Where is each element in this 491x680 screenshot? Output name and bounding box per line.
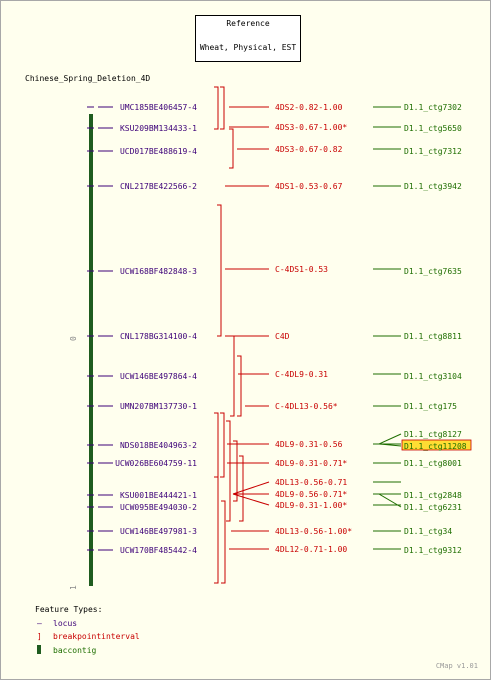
breakpoint-bracket[interactable] — [214, 412, 219, 478]
scale-start-label: 0 — [69, 336, 78, 341]
locus-label[interactable]: KSU001BE444421-1 — [120, 491, 197, 500]
breakpoint-bracket[interactable] — [239, 455, 244, 522]
legend-breakpoint: ] breakpointinterval — [37, 632, 140, 644]
breakpoint-label[interactable]: 4DL13-0.56-1.00* — [275, 527, 352, 536]
breakpoint-label[interactable]: 4DL9-0.31-1.00* — [275, 501, 347, 510]
legend-title: Feature Types: — [35, 605, 103, 614]
contig-label[interactable]: D1.1_ctg9312 — [404, 546, 462, 555]
breakpoint-label[interactable]: 4DS3-0.67-1.00* — [275, 123, 347, 132]
locus-label[interactable]: UCW146BE497864-4 — [120, 372, 197, 381]
bp-connector — [232, 493, 270, 506]
locus-label[interactable]: UCW146BE497981-3 — [120, 527, 197, 536]
cmap-version: CMap v1.01 — [435, 662, 478, 670]
breakpoint-label[interactable]: C-4DS1-0.53 — [275, 265, 328, 274]
contig-label[interactable]: D1.1_ctg8127 — [404, 430, 462, 439]
bracket-icon: ] — [37, 632, 42, 641]
contig-label[interactable]: D1.1_ctg5650 — [404, 124, 462, 133]
contig-highlight — [401, 439, 472, 451]
breakpoint-label[interactable]: C-4DL9-0.31 — [275, 370, 328, 379]
reference-title: Reference — [226, 19, 270, 28]
breakpoint-bracket[interactable] — [230, 335, 235, 417]
breakpoint-brackets — [214, 86, 244, 584]
breakpoint-label[interactable]: 4DS1-0.53-0.67 — [275, 182, 343, 191]
locus-label[interactable]: UCW095BE494030-2 — [120, 503, 197, 512]
contig-label[interactable]: D1.1_ctg7312 — [404, 147, 462, 156]
contig-label[interactable]: D1.1_ctg8811 — [404, 332, 462, 341]
breakpoint-label[interactable]: C4D — [275, 332, 290, 341]
contig-bar-icon — [37, 645, 51, 655]
contig-connector — [378, 493, 402, 508]
legend-breakpoint-label: breakpointinterval — [53, 632, 140, 641]
locus-label[interactable]: UCW168BF482848-3 — [120, 267, 197, 276]
map-title[interactable]: Chinese_Spring_Deletion_4D — [25, 74, 150, 83]
breakpoint-label[interactable]: 4DL12-0.71-1.00 — [275, 545, 347, 554]
legend: Feature Types: — locus ] breakpointinterva… — [29, 597, 479, 657]
breakpoint-bracket[interactable] — [233, 440, 238, 502]
bp-connector — [232, 481, 270, 495]
breakpoint-label[interactable]: 4DL9-0.31-0.56 — [275, 440, 343, 449]
contig-label[interactable]: D1.1_ctg3104 — [404, 372, 462, 381]
contig-label[interactable]: D1.1_ctg175 — [404, 402, 457, 411]
breakpoint-bracket[interactable] — [214, 476, 219, 584]
contig-label[interactable]: D1.1_ctg7635 — [404, 267, 462, 276]
breakpoint-label[interactable]: 4DL13-0.56-0.71 — [275, 478, 347, 487]
feature-labels: UMC185BE406457-4 KSU209BM134433-1 UCD017BE… — [115, 103, 472, 555]
contig-label[interactable]: D1.1_ctg2848 — [404, 491, 462, 500]
chromosome-contig-bar[interactable] — [89, 114, 93, 586]
reference-box[interactable]: Reference Wheat, Physical, EST — [195, 15, 301, 62]
breakpoint-bracket[interactable] — [237, 355, 242, 417]
locus-label[interactable]: CNL178BG314100-4 — [120, 332, 197, 341]
contig-label[interactable]: D1.1_ctg3942 — [404, 182, 462, 191]
breakpoint-label[interactable]: 4DS3-0.67-0.82 — [275, 145, 343, 154]
contig-label[interactable]: D1.1_ctg7302 — [404, 103, 462, 112]
contig-connector — [378, 443, 402, 447]
breakpoint-bracket[interactable] — [220, 412, 225, 478]
breakpoint-bracket[interactable] — [226, 420, 231, 522]
locus-label[interactable]: UCD017BE488619-4 — [120, 147, 197, 156]
locus-label[interactable]: UMC185BE406457-4 — [120, 103, 197, 112]
reference-subtitle: Wheat, Physical, EST — [199, 43, 297, 52]
breakpoint-label[interactable]: C-4DL13-0.56* — [275, 402, 338, 411]
locus-label[interactable]: CNL217BE422566-2 — [120, 182, 197, 191]
legend-locus: — locus — [37, 619, 77, 631]
connector-lines — [87, 106, 402, 551]
legend-locus-label: locus — [53, 619, 78, 628]
locus-line-icon: — — [37, 619, 42, 628]
legend-contig: baccontig — [37, 645, 96, 657]
contig-label[interactable]: D1.1_ctg8001 — [404, 459, 462, 468]
contig-label[interactable]: D1.1_ctg6231 — [404, 503, 462, 512]
breakpoint-bracket[interactable] — [221, 500, 226, 584]
breakpoint-bracket[interactable] — [220, 86, 225, 130]
breakpoint-bracket[interactable] — [229, 128, 234, 169]
breakpoint-label[interactable]: 4DS2-0.82-1.00 — [275, 103, 343, 112]
scale-end-label: 1 — [69, 585, 78, 590]
breakpoint-bracket[interactable] — [217, 204, 222, 337]
locus-label[interactable]: UMN207BM137730-1 — [120, 402, 197, 411]
legend-contig-label: baccontig — [53, 646, 97, 655]
breakpoint-bracket[interactable] — [214, 86, 219, 130]
contig-connector — [378, 433, 402, 445]
contig-label[interactable]: D1.1_ctg11208 — [404, 442, 467, 451]
locus-label[interactable]: NDS018BE404963-2 — [120, 441, 197, 450]
breakpoint-label[interactable]: 4DL9-0.56-0.71* — [275, 490, 347, 499]
contig-label[interactable]: D1.1_ctg34 — [404, 527, 452, 536]
locus-label[interactable]: UCW170BF485442-4 — [120, 546, 197, 555]
locus-label[interactable]: KSU209BM134433-1 — [120, 124, 197, 133]
locus-label[interactable]: UCW026BE604759-11 — [115, 459, 197, 468]
breakpoint-label[interactable]: 4DL9-0.31-0.71* — [275, 459, 347, 468]
